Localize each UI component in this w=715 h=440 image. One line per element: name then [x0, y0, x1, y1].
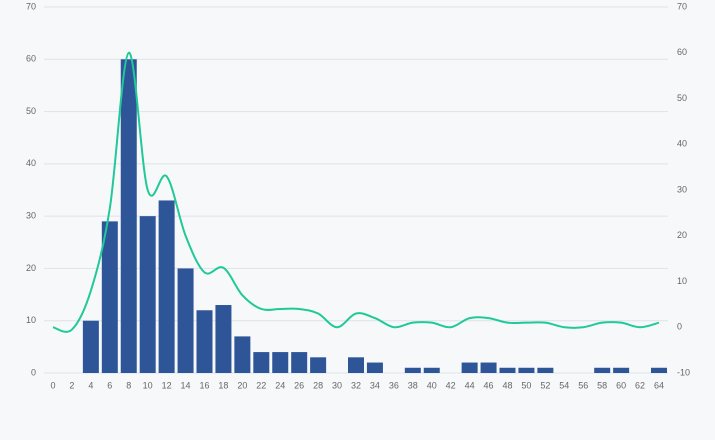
- bar: [594, 367, 611, 373]
- y2-tick-label: 60: [677, 47, 687, 57]
- x-tick-label: 12: [162, 380, 172, 390]
- x-tick-label: 44: [465, 380, 475, 390]
- x-tick-label: 16: [199, 380, 209, 390]
- x-tick-label: 32: [351, 380, 361, 390]
- x-tick-label: 60: [616, 380, 626, 390]
- bar: [348, 357, 364, 373]
- x-tick-label: 42: [446, 380, 456, 390]
- x-tick-label: 18: [218, 380, 228, 390]
- x-tick-label: 24: [275, 380, 285, 390]
- x-tick-label: 14: [181, 380, 191, 390]
- y2-tick-label: 50: [677, 93, 687, 103]
- x-tick-label: 56: [578, 380, 588, 390]
- y2-tick-label: 70: [677, 1, 687, 11]
- y-tick-label: 70: [26, 1, 36, 11]
- y-tick-label: 40: [26, 158, 36, 168]
- bar: [272, 352, 289, 373]
- x-tick-label: 26: [294, 380, 304, 390]
- bar: [404, 367, 421, 373]
- bar: [215, 305, 232, 373]
- x-tick-label: 0: [50, 380, 55, 390]
- bar: [518, 367, 535, 373]
- x-tick-label: 38: [408, 380, 418, 390]
- x-tick-label: 46: [484, 380, 494, 390]
- x-tick-label: 50: [521, 380, 531, 390]
- y2-tick-label: 30: [677, 184, 687, 194]
- bar: [120, 59, 137, 374]
- x-tick-label: 10: [143, 380, 153, 390]
- bar: [82, 320, 99, 373]
- bar: [196, 310, 213, 373]
- x-tick-label: 58: [597, 380, 607, 390]
- line: [52, 51, 660, 333]
- y2-tick-label: 40: [677, 139, 687, 149]
- bar: [177, 268, 194, 373]
- x-tick-label: 62: [635, 380, 645, 390]
- y-tick-label: 60: [26, 54, 36, 64]
- x-tick-label: 64: [654, 380, 664, 390]
- x-tick-label: 20: [237, 380, 247, 390]
- bar: [499, 367, 516, 373]
- x-tick-label: 54: [559, 380, 569, 390]
- bar: [366, 362, 383, 373]
- bar: [480, 362, 497, 373]
- x-tick-label: 28: [313, 380, 323, 390]
- y-tick-label: 10: [26, 315, 36, 325]
- x-tick-label: 48: [502, 380, 512, 390]
- x-tick-label: 34: [370, 380, 380, 390]
- y-tick-label: 50: [26, 106, 36, 116]
- x-tick-label: 36: [389, 380, 399, 390]
- y2-tick-label: 0: [677, 322, 682, 332]
- x-tick-label: 52: [540, 380, 550, 390]
- y-tick-label: 0: [31, 367, 36, 377]
- y2-tick-label: 20: [677, 230, 687, 240]
- x-tick-label: 30: [332, 380, 342, 390]
- bar: [158, 200, 175, 373]
- y2-tick-label: -10: [677, 367, 690, 377]
- y2-tick-label: 10: [677, 276, 687, 286]
- x-tick-label: 8: [126, 380, 131, 390]
- bar: [461, 362, 478, 373]
- x-tick-label: 6: [107, 380, 112, 390]
- bar: [101, 221, 118, 373]
- bar: [291, 352, 308, 373]
- bar: [234, 336, 251, 373]
- bar: [253, 352, 270, 373]
- x-tick-label: 2: [69, 380, 74, 390]
- y-tick-label: 20: [26, 263, 36, 273]
- x-tick-label: 4: [88, 380, 93, 390]
- x-tick-label: 40: [427, 380, 437, 390]
- bar: [139, 216, 156, 373]
- y-tick-label: 30: [26, 211, 36, 221]
- x-tick-label: 22: [256, 380, 266, 390]
- bar: [423, 367, 440, 373]
- bar: [310, 357, 327, 373]
- bar: [651, 367, 667, 373]
- bar: [537, 367, 554, 373]
- bar: [613, 367, 630, 373]
